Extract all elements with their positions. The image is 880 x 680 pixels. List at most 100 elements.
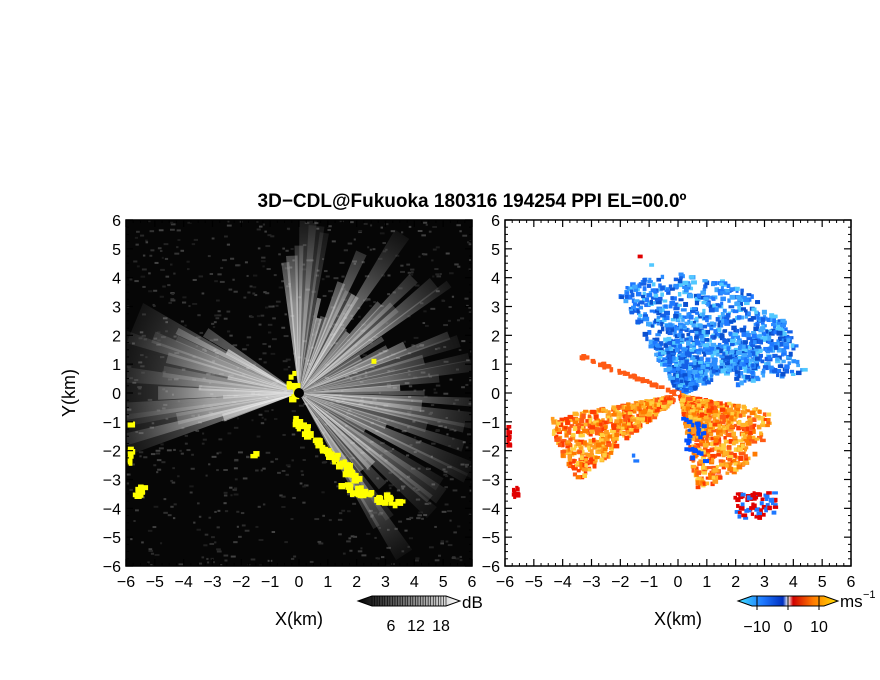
noise-speck — [216, 550, 222, 553]
velocity-cell — [736, 425, 742, 431]
velocity-cell — [558, 422, 564, 428]
velocity-cell — [597, 448, 603, 452]
velocity-cell — [722, 308, 727, 313]
velocity-cell — [598, 422, 603, 426]
velocity-cell — [793, 344, 799, 348]
noise-speck — [189, 491, 193, 494]
velocity-cell — [719, 432, 724, 437]
velocity-cell — [697, 367, 701, 371]
velocity-cell — [719, 407, 726, 412]
velocity-cell — [648, 277, 652, 282]
velocity-cell — [605, 438, 610, 443]
x-tick-label: −5 — [146, 574, 164, 591]
velocity-cell — [774, 345, 778, 350]
velocity-cell — [590, 409, 596, 415]
noise-speck — [171, 481, 176, 484]
velocity-cell — [656, 318, 660, 322]
velocity-cell — [738, 413, 743, 418]
velocity-cell — [732, 332, 739, 337]
velocity-cell — [624, 294, 631, 300]
noise-speck — [457, 265, 461, 268]
y-tick-label: 5 — [112, 242, 121, 259]
velocity-cell — [712, 423, 718, 427]
velocity-cell — [664, 323, 669, 328]
velocity-cell — [735, 328, 740, 334]
noise-speck — [318, 542, 324, 545]
velocity-cell — [764, 507, 768, 513]
velocity-cell — [759, 508, 763, 514]
velocity-cell — [644, 399, 648, 403]
noise-speck — [218, 451, 222, 454]
velocity-cell — [659, 385, 665, 390]
noise-speck — [223, 502, 227, 505]
beam-ray — [299, 390, 425, 396]
noise-speck — [148, 290, 153, 293]
velocity-cell — [587, 424, 591, 429]
noise-speck — [284, 541, 288, 544]
noise-speck — [422, 322, 426, 325]
velocity-cell — [677, 355, 684, 359]
noise-speck — [154, 261, 159, 264]
velocity-cell — [670, 317, 676, 322]
figure-title: 3D−CDL@Fukuoka 180316 194254 PPI EL=00.0… — [258, 191, 687, 212]
velocity-cell — [747, 352, 752, 358]
highlight-cell — [346, 488, 353, 494]
velocity-cell — [695, 466, 699, 471]
velocity-cell — [771, 314, 778, 319]
velocity-cell — [749, 358, 754, 363]
highlight-cell — [135, 486, 144, 493]
velocity-cell — [515, 491, 520, 497]
beam-ray — [299, 280, 452, 393]
y-tick-label: −1 — [482, 415, 500, 432]
noise-speck — [366, 532, 371, 535]
velocity-cell — [693, 380, 697, 384]
velocity-cell — [633, 459, 640, 463]
velocity-cell — [684, 351, 690, 356]
velocity-cell — [739, 344, 743, 350]
velocity-cell — [781, 359, 786, 364]
velocity-cell — [743, 428, 748, 432]
velocity-cell — [682, 373, 688, 378]
noise-speck — [217, 509, 221, 512]
velocity-cell — [709, 447, 715, 453]
y-tick-label: 6 — [112, 213, 121, 230]
noise-speck — [257, 505, 261, 508]
velocity-cell — [765, 348, 771, 354]
velocity-colorbar-tick-label: 0 — [784, 619, 793, 636]
noise-speck — [440, 540, 445, 543]
noise-speck — [430, 307, 436, 310]
velocity-cell — [588, 438, 592, 444]
noise-speck — [226, 310, 231, 313]
noise-speck — [328, 519, 332, 522]
noise-speck — [147, 529, 153, 532]
y-tick-label: 1 — [491, 357, 500, 374]
noise-speck — [283, 335, 289, 338]
highlight-cell — [388, 496, 394, 501]
velocity-cell — [609, 428, 616, 434]
noise-speck — [287, 366, 291, 369]
velocity-cell — [649, 401, 654, 406]
velocity-cell — [622, 370, 626, 375]
velocity-cell — [740, 292, 744, 297]
velocity-cell — [743, 516, 749, 520]
velocity-cell — [705, 351, 712, 355]
velocity-cell — [735, 497, 741, 503]
noise-speck — [425, 324, 429, 327]
velocity-cell — [629, 310, 635, 315]
velocity-cell — [571, 465, 576, 470]
velocity-cell — [690, 410, 697, 416]
velocity-cell — [589, 449, 594, 454]
velocity-cell — [727, 320, 733, 324]
noise-speck — [170, 292, 175, 295]
noise-speck — [219, 564, 223, 566]
velocity-cell — [697, 401, 703, 405]
velocity-cell — [684, 431, 690, 435]
noise-speck — [226, 330, 231, 333]
reflectivity-beam-fan — [126, 220, 472, 561]
velocity-cell — [633, 299, 640, 303]
noise-speck — [246, 336, 252, 339]
velocity-cell — [742, 410, 748, 414]
noise-speck — [176, 229, 181, 232]
y-tick-label: 2 — [112, 328, 121, 345]
